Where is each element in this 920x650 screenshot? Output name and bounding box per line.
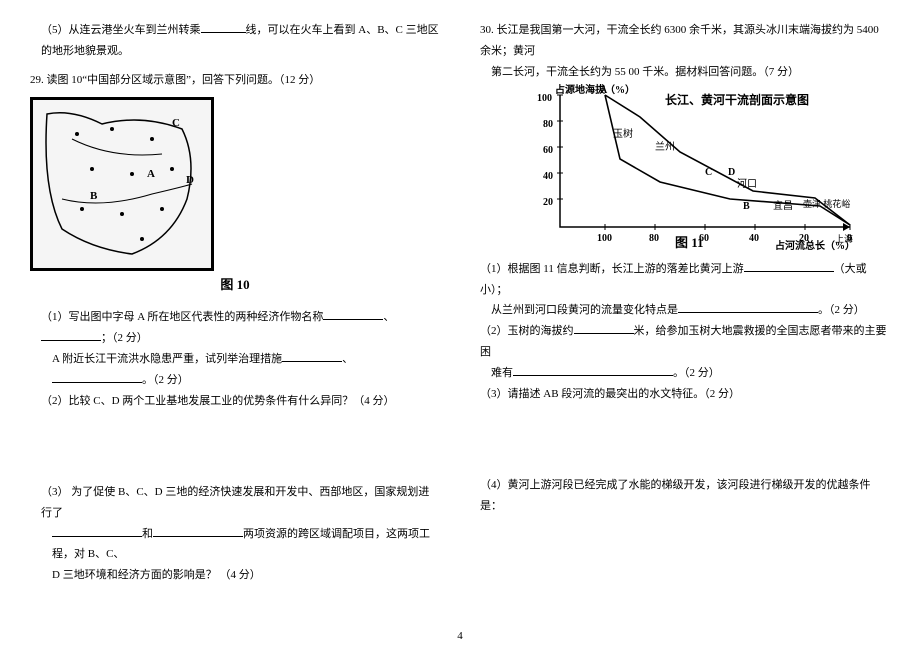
svg-text:D: D: [728, 167, 735, 178]
q30-4: （4）黄河上游河段已经完成了水能的梯级开发，该河段进行梯级开发的优越条件是：: [480, 475, 890, 517]
q30-2: （2）玉树的海拔约米，给参加玉树大地震救援的全国志愿者带来的主要困: [480, 321, 890, 363]
pts: ；（2 分）: [101, 332, 148, 344]
and: 和: [142, 528, 153, 540]
spacer: [480, 405, 890, 475]
blank: [513, 365, 673, 376]
fig11-caption: 图 11: [675, 231, 704, 256]
q30-2a: （2）玉树的海拔约: [480, 325, 574, 337]
q30-2c-text: 难有: [491, 367, 513, 379]
q30-1b: 从兰州到河口段黄河的流量变化特点是 。（2 分）: [480, 300, 890, 321]
q29-3a: （3） 为了促使 B、C、D 三地的经济快速发展和开发中、西部地区，国家规划进行…: [30, 482, 440, 524]
blank: [323, 309, 383, 320]
spacer: [30, 412, 440, 482]
pts: 。（2 分）: [142, 374, 189, 386]
left-column: （5）从连云港坐火车到兰州转乘线，可以在火车上看到 A、B、C 三地区的地形地貌…: [30, 20, 440, 586]
blank: [153, 526, 243, 537]
chart-title: 长江、黄河干流剖面示意图: [665, 89, 809, 112]
svg-text:壶津 桃花峪: 壶津 桃花峪: [803, 198, 850, 209]
blank: [678, 303, 818, 314]
blank: [574, 323, 634, 334]
svg-text:C: C: [172, 117, 180, 129]
sep: 、: [383, 311, 394, 323]
blank: [52, 526, 142, 537]
q29-1a: （1）写出图中字母 A 所在地区代表性的两种经济作物名称 、 ；（2 分）: [30, 307, 440, 349]
ytick: 80: [543, 115, 553, 134]
q30-head-a: 30. 长江是我国第一大河，干流全长约 6300 余千米，其源头冰川末端海拔约为…: [480, 20, 890, 62]
fig10-caption: 图 10: [30, 273, 440, 298]
x-axis-label: 占河流总长（%）: [775, 237, 855, 256]
q29-head: 29. 读图 10“中国部分区域示意图”，回答下列问题。（12 分）: [30, 70, 440, 91]
svg-text:B: B: [90, 190, 98, 202]
sep: 、: [342, 353, 353, 365]
svg-text:B: B: [743, 201, 750, 212]
q5-text-a: （5）从连云港坐火车到兰州转乘: [41, 24, 201, 36]
ytick: 20: [543, 193, 553, 212]
svg-text:玉树: 玉树: [613, 127, 633, 140]
tail: 。（2 分）: [673, 367, 720, 379]
q30-1b-text: 从兰州到河口段黄河的流量变化特点是: [491, 304, 678, 316]
page-number: 4: [457, 630, 463, 642]
y-axis-label: 占源地海拔（%）: [555, 81, 635, 100]
q29-1b-text: A 附近长江干流洪水隐患严重，试列举治理措施: [52, 353, 282, 365]
q30-1a: （1）根据图 11 信息判断，长江上游的落差比黄河上游（大或小）；: [480, 259, 890, 301]
q29-3d: D 三地环境和经济方面的影响是？ （4 分）: [30, 565, 440, 586]
xtick: 80: [649, 229, 659, 248]
svg-text:D: D: [186, 174, 194, 186]
xtick: 100: [597, 229, 612, 248]
svg-text:兰州: 兰州: [655, 140, 675, 153]
xtick: 40: [749, 229, 759, 248]
svg-text:宜昌: 宜昌: [773, 199, 793, 212]
tail: 。（2 分）: [818, 304, 865, 316]
right-column: 30. 长江是我国第一大河，干流全长约 6300 余千米，其源头冰川末端海拔约为…: [480, 20, 890, 586]
blank: [41, 330, 101, 341]
fig11-chart: 占源地海拔（%） 长江、黄河干流剖面示意图: [505, 87, 865, 247]
blank: [52, 372, 142, 383]
svg-text:A: A: [147, 168, 155, 180]
fig10-map: C A D B: [30, 97, 214, 271]
q30-1a-text: （1）根据图 11 信息判断，长江上游的落差比黄河上游: [480, 263, 744, 275]
q30-3: （3）请描述 AB 段河流的最突出的水文特征。（2 分）: [480, 384, 890, 405]
ytick: 100: [537, 89, 552, 108]
q30-2c: 难有 。（2 分）: [480, 363, 890, 384]
ytick: 60: [543, 141, 553, 160]
blank: [282, 351, 342, 362]
blank: [201, 22, 246, 33]
q30-head-b: 第二长河，干流全长约为 55 00 千米。据材料回答问题。（7 分）: [480, 62, 890, 83]
q29-3b-line: 和两项资源的跨区域调配项目，这两项工程，对 B、C、: [30, 524, 440, 566]
q5-line: （5）从连云港坐火车到兰州转乘线，可以在火车上看到 A、B、C 三地区的地形地貌…: [30, 20, 440, 62]
q29-1b: A 附近长江干流洪水隐患严重，试列举治理措施 、。（2 分）: [30, 349, 440, 391]
svg-text:河口: 河口: [737, 178, 757, 190]
blank: [744, 261, 834, 272]
ytick: 40: [543, 167, 553, 186]
svg-text:C: C: [705, 167, 712, 178]
q29-1a-text: （1）写出图中字母 A 所在地区代表性的两种经济作物名称: [41, 311, 323, 323]
q29-2: （2）比较 C、D 两个工业基地发展工业的优势条件有什么异同？（4 分）: [30, 391, 440, 412]
fig10-wrap: C A D B 图 10: [30, 97, 440, 298]
